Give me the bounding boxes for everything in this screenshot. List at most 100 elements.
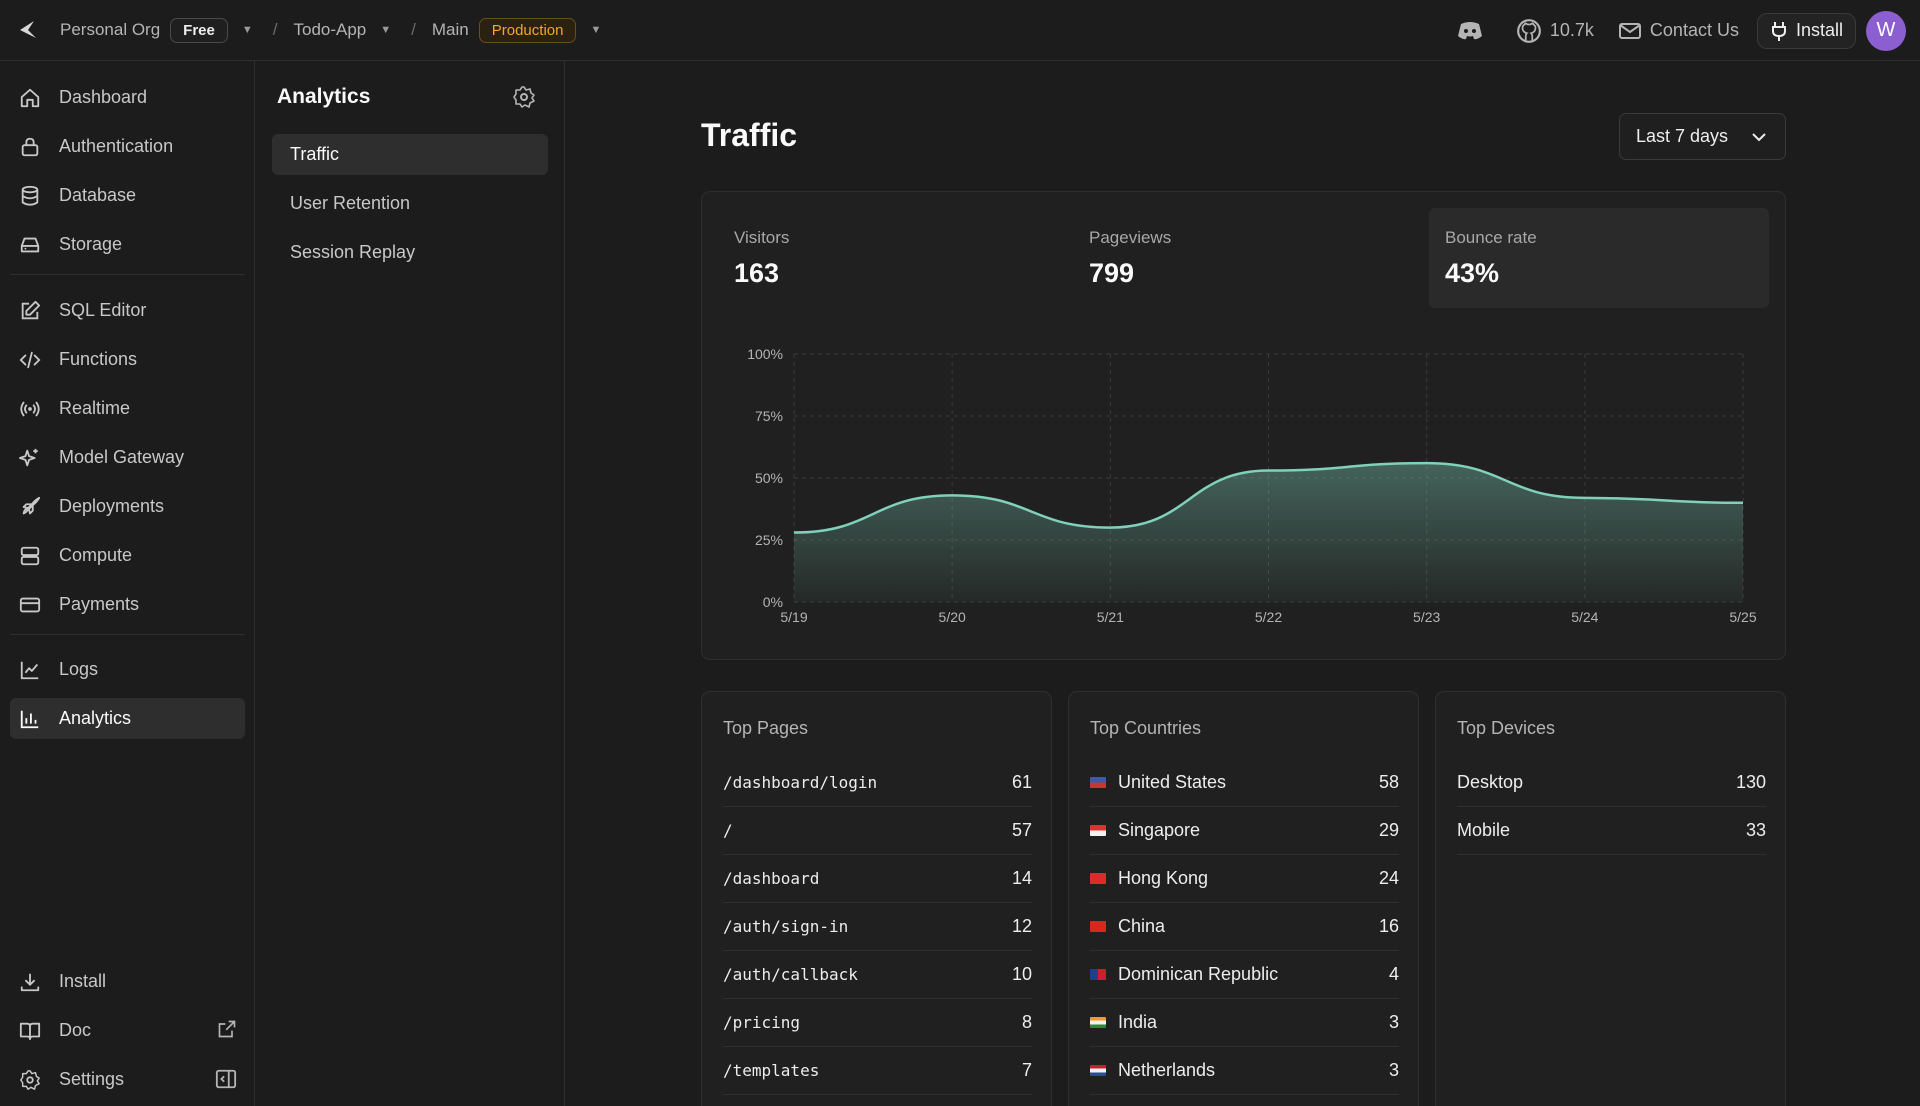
- page-path: /dashboard/login: [723, 773, 878, 792]
- chevron-down-icon: [1752, 133, 1766, 142]
- area-line: [793, 461, 1744, 534]
- x-tick-label: 5/22: [1255, 609, 1282, 625]
- sidebar-item-dashboard[interactable]: Dashboard: [10, 77, 245, 118]
- table-row[interactable]: /auth/sign-in 12: [723, 903, 1032, 951]
- sparkles-icon: [18, 446, 42, 470]
- rocket-icon: [18, 495, 42, 519]
- avatar[interactable]: W: [1866, 10, 1906, 51]
- logo-icon[interactable]: [14, 16, 42, 44]
- y-tick-label: 25%: [755, 532, 783, 548]
- mail-icon: [1618, 22, 1641, 39]
- contact-us-link[interactable]: Contact Us: [1618, 20, 1739, 41]
- project-chevron-down-icon[interactable]: ▼: [380, 24, 392, 36]
- row-count: 3: [1388, 1060, 1399, 1080]
- home-icon: [18, 86, 42, 110]
- server-icon: [18, 544, 42, 568]
- table-row[interactable]: /pricing 8: [723, 999, 1032, 1047]
- page-path: /pricing: [723, 1013, 801, 1032]
- bar-chart-icon: [18, 707, 42, 731]
- row-count: 10: [1011, 964, 1032, 984]
- table-row[interactable]: China 16: [1090, 903, 1399, 951]
- x-tick-label: 5/20: [939, 609, 966, 625]
- table-row[interactable]: United States 58: [1090, 759, 1399, 807]
- stat-value: 43%: [1445, 258, 1500, 288]
- us-flag-icon: [1090, 777, 1106, 788]
- subnav-item-session-replay[interactable]: Session Replay: [290, 242, 416, 262]
- sidebar-item-label: SQL Editor: [59, 300, 147, 320]
- org-chevron-down-icon[interactable]: ▼: [241, 24, 253, 36]
- download-icon: [18, 970, 42, 994]
- table-row[interactable]: /dashboard/login 61: [723, 759, 1032, 807]
- table-row[interactable]: Desktop 130: [1457, 759, 1766, 807]
- row-count: 130: [1735, 772, 1766, 792]
- github-link[interactable]: 10.7k: [1516, 18, 1594, 44]
- sidebar-divider: [10, 274, 245, 275]
- stat-pageviews[interactable]: Pageviews 799: [1073, 208, 1413, 308]
- table-row[interactable]: /auth/callback 10: [723, 951, 1032, 999]
- book-icon: [18, 1019, 42, 1043]
- sidebar-item-install[interactable]: Install: [10, 961, 245, 1002]
- sidebar-item-deployments[interactable]: Deployments: [10, 486, 245, 527]
- table-row[interactable]: Hong Kong 24: [1090, 855, 1399, 903]
- sidebar-item-model-gateway[interactable]: Model Gateway: [10, 437, 245, 478]
- table-row[interactable]: / 57: [723, 807, 1032, 855]
- sidebar-item-label: Payments: [59, 594, 140, 614]
- date-range-label: Last 7 days: [1636, 126, 1729, 146]
- row-count: 29: [1378, 820, 1399, 840]
- sidebar-item-doc[interactable]: Doc: [10, 1010, 245, 1051]
- table-row[interactable]: India 3: [1090, 999, 1399, 1047]
- table-row[interactable]: /dashboard 14: [723, 855, 1032, 903]
- country-name: United States: [1118, 772, 1227, 792]
- sidebar-item-realtime[interactable]: Realtime: [10, 388, 245, 429]
- project-name[interactable]: Todo-App: [293, 20, 367, 39]
- sidebar-item-payments[interactable]: Payments: [10, 584, 245, 625]
- sidebar-item-settings[interactable]: Settings: [10, 1059, 245, 1100]
- sidebar-item-logs[interactable]: Logs: [10, 649, 245, 690]
- sidebar-item-label: Compute: [59, 545, 133, 565]
- collapse-sidebar-icon[interactable]: [215, 1068, 237, 1095]
- table-row[interactable]: Singapore 29: [1090, 807, 1399, 855]
- branch-chevron-down-icon[interactable]: ▼: [590, 24, 602, 36]
- sidebar-divider: [10, 634, 245, 635]
- sidebar-item-functions[interactable]: Functions: [10, 339, 245, 380]
- subnav-title: Analytics: [277, 85, 371, 108]
- row-count: 57: [1011, 820, 1032, 840]
- date-range-select[interactable]: Last 7 days: [1619, 113, 1786, 160]
- table-row[interactable]: Dominican Republic 4: [1090, 951, 1399, 999]
- stat-visitors[interactable]: Visitors 163: [718, 208, 1058, 308]
- main-content: Traffic Last 7 days Visitors 163 Pagevie…: [566, 61, 1920, 1106]
- sidebar-item-sql-editor[interactable]: SQL Editor: [10, 290, 245, 331]
- sidebar: Dashboard Authentication Database Storag…: [0, 61, 255, 1106]
- country-name: India: [1118, 1012, 1158, 1032]
- sidebar-item-label: Functions: [59, 349, 138, 369]
- cn-flag-icon: [1090, 921, 1106, 932]
- page-path: /auth/callback: [723, 965, 858, 984]
- stat-bounce-rate[interactable]: Bounce rate 43%: [1429, 208, 1769, 308]
- gear-icon[interactable]: [512, 85, 536, 114]
- device-name: Mobile: [1457, 820, 1511, 840]
- sidebar-item-storage[interactable]: Storage: [10, 224, 245, 265]
- table-row[interactable]: /templates 7: [723, 1047, 1032, 1095]
- row-count: 58: [1378, 772, 1399, 792]
- github-icon: [1516, 18, 1541, 43]
- row-count: 12: [1011, 916, 1032, 936]
- table-row[interactable]: Netherlands 3: [1090, 1047, 1399, 1095]
- sidebar-item-analytics[interactable]: Analytics: [10, 698, 245, 739]
- discord-icon[interactable]: [1456, 20, 1492, 42]
- sidebar-item-database[interactable]: Database: [10, 175, 245, 216]
- sidebar-item-authentication[interactable]: Authentication: [10, 126, 245, 167]
- sidebar-item-label: Install: [59, 971, 107, 991]
- org-name[interactable]: Personal Org: [60, 20, 161, 39]
- subnav-item-traffic[interactable]: Traffic: [272, 134, 548, 175]
- install-button[interactable]: Install: [1756, 12, 1856, 49]
- branch-name[interactable]: Main: [431, 20, 469, 39]
- card-title: Top Countries: [1090, 718, 1202, 738]
- table-row[interactable]: Mobile 33: [1457, 807, 1766, 855]
- traffic-area-chart: 0% 25% 50% 75% 100% 5/19 5/20 5/21 5/22 5/23 5/24 5…: [747, 346, 1757, 625]
- in-flag-icon: [1090, 1017, 1106, 1028]
- external-link-icon: [217, 1019, 237, 1044]
- y-tick-label: 100%: [747, 346, 783, 362]
- subnav-item-user-retention[interactable]: User Retention: [290, 193, 411, 213]
- card-title: Top Pages: [723, 718, 809, 738]
- sidebar-item-compute[interactable]: Compute: [10, 535, 245, 576]
